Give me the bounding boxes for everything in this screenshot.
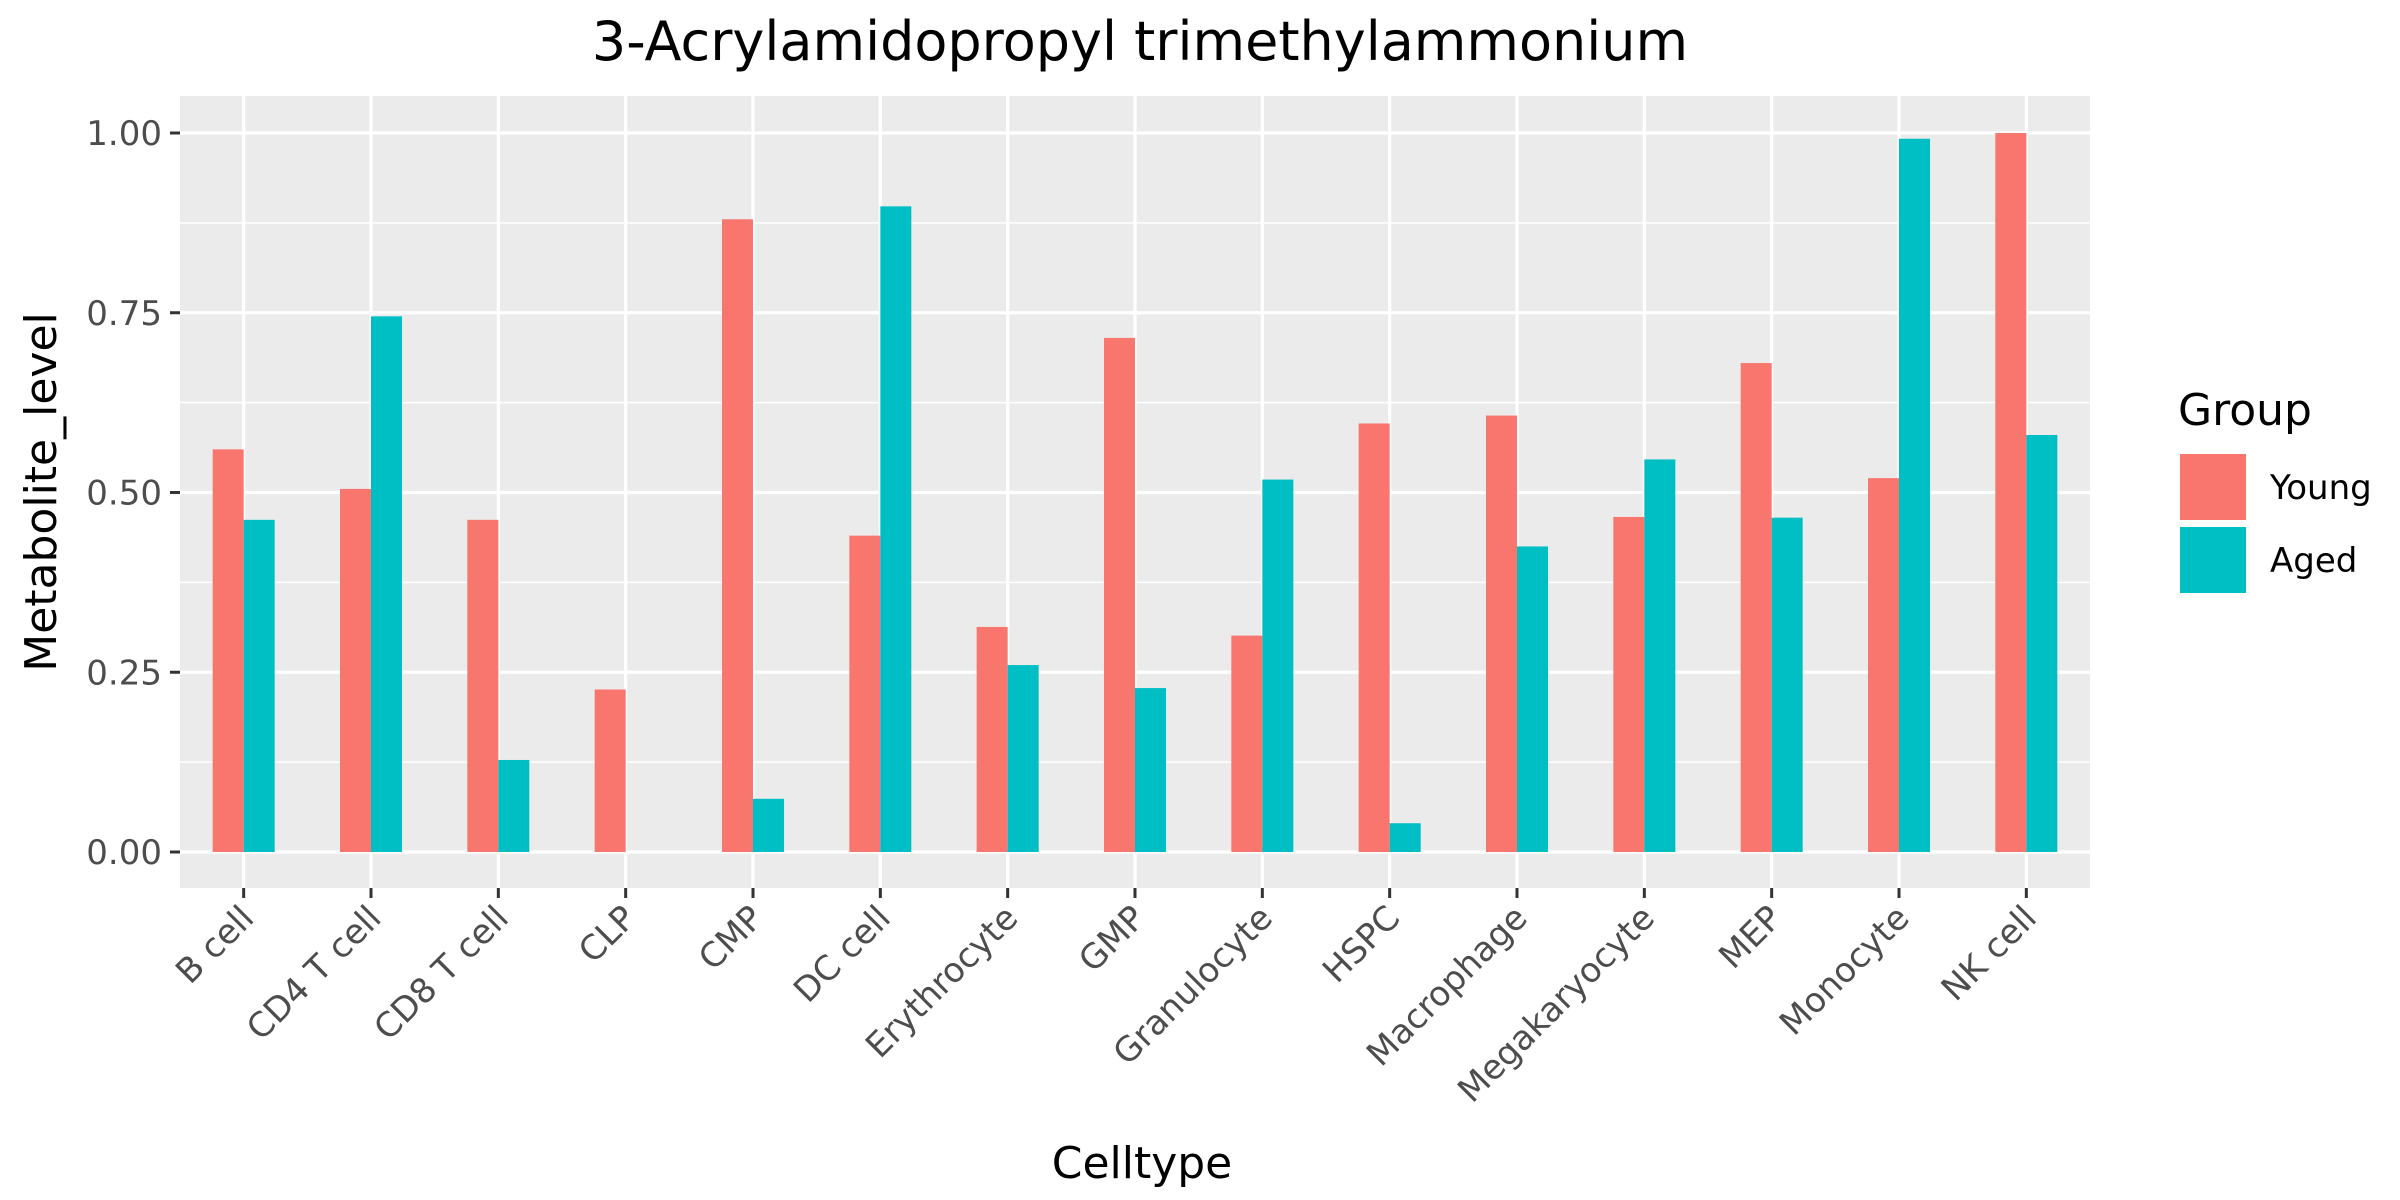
bar-young [1995, 133, 2027, 852]
bar-young [1231, 635, 1263, 852]
bar-young [849, 535, 881, 852]
y-tick-label: 0.50 [86, 474, 162, 514]
bar-aged [1644, 459, 1676, 852]
bar-aged [1262, 479, 1294, 852]
y-tick-label: 0.25 [86, 653, 162, 693]
bar-young [1613, 516, 1645, 852]
bar-aged [1517, 546, 1548, 852]
legend-key-young [2180, 454, 2246, 520]
bar-aged [1135, 688, 1166, 852]
x-tick-label: Monocyte [1772, 898, 1917, 1043]
bar-aged [1007, 665, 1039, 852]
bar-young [1868, 478, 1899, 852]
x-tick-label: CD4 T cell [239, 898, 389, 1048]
bar-aged [880, 206, 912, 852]
legend-key-aged [2180, 527, 2246, 593]
bar-young [1740, 363, 1772, 852]
y-tick-label: 1.00 [86, 114, 162, 154]
y-tick-label: 0.00 [86, 833, 162, 873]
y-axis-title: Metabolite_level [16, 312, 67, 672]
bar-aged [371, 316, 402, 853]
bar-young [1104, 337, 1135, 852]
legend-label-young: Young [2269, 468, 2372, 508]
bar-young [467, 519, 499, 852]
x-tick-label: B cell [168, 898, 262, 992]
bar-young [594, 689, 626, 852]
bar-young [1486, 415, 1517, 852]
bar-aged [2026, 434, 2058, 852]
x-tick-label: CD8 T cell [366, 898, 516, 1048]
x-axis-title: Celltype [1052, 1138, 1233, 1189]
x-tick-label: NK cell [1934, 898, 2045, 1009]
bars-layer [212, 133, 2058, 853]
x-tick-label: CLP [571, 898, 644, 971]
bar-young [1358, 423, 1390, 852]
bar-aged [1771, 517, 1803, 852]
chart-title: 3-Acrylamidopropyl trimethylammonium [592, 10, 1688, 73]
bar-aged [1899, 138, 1930, 852]
y-axis: 0.00 0.25 0.50 0.75 1.00 [86, 114, 180, 873]
bar-young [976, 626, 1008, 852]
bar-young [722, 219, 753, 852]
legend: Group Young Aged [2178, 385, 2372, 593]
legend-label-aged: Aged [2270, 541, 2357, 581]
x-tick-label: GMP [1071, 898, 1153, 980]
legend-title: Group [2178, 385, 2312, 436]
x-tick-label: DC cell [786, 898, 899, 1011]
bar-aged [753, 798, 784, 852]
y-tick-label: 0.75 [86, 294, 162, 334]
bar-aged [243, 519, 275, 852]
bar-aged [1389, 823, 1421, 852]
bar-aged [498, 759, 530, 852]
x-tick-label: HSPC [1315, 898, 1408, 991]
x-tick-label: MEP [1711, 898, 1790, 977]
bar-young [212, 449, 244, 852]
bar-young [340, 488, 371, 852]
x-tick-label: CMP [691, 898, 771, 978]
